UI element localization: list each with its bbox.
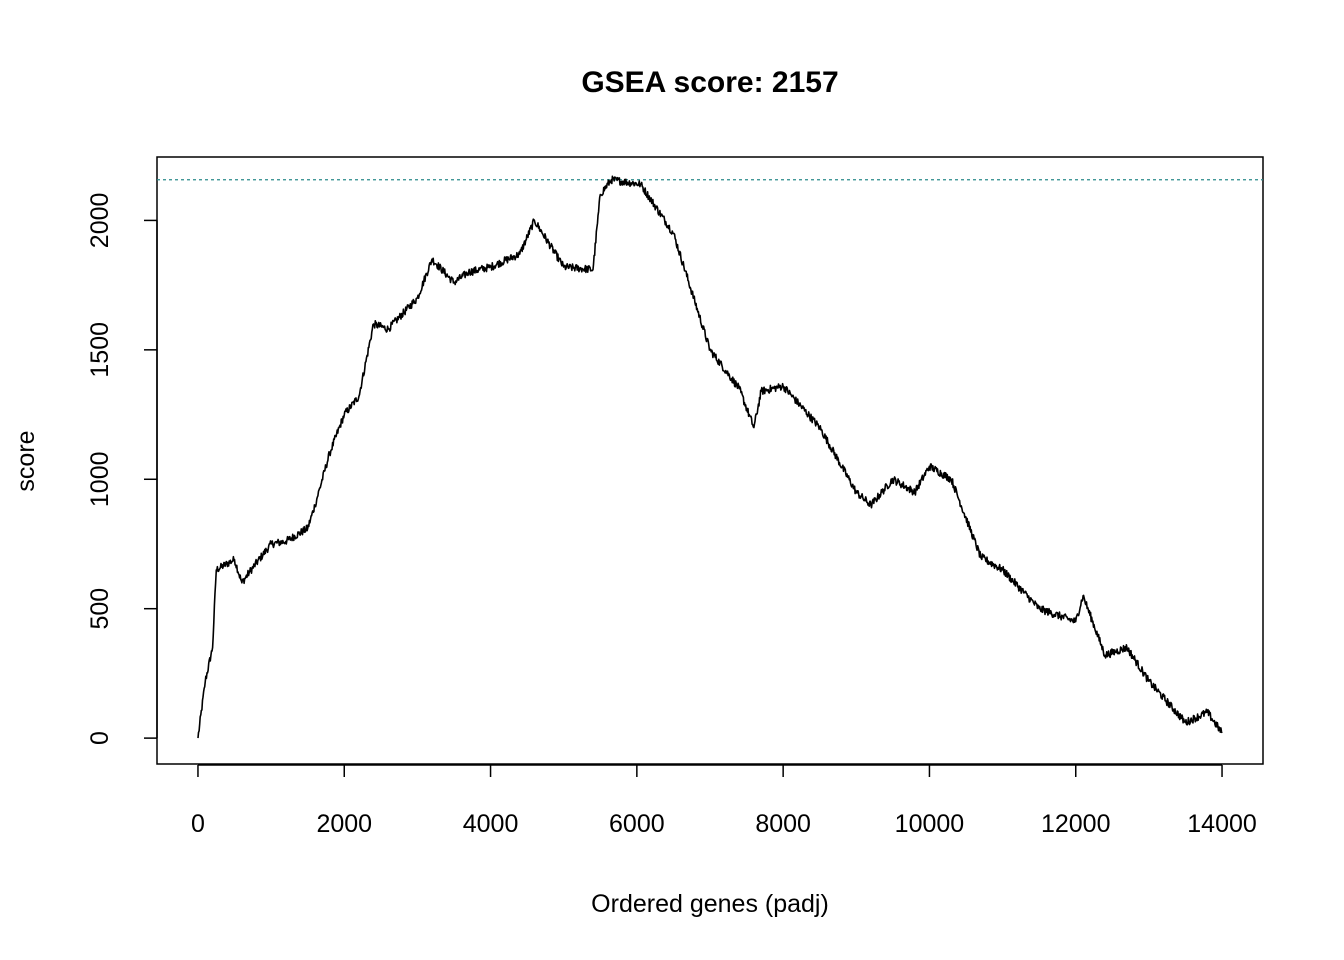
x-tick-label: 10000	[895, 810, 965, 838]
x-tick-label: 8000	[755, 810, 811, 838]
chart-title: GSEA score: 2157	[581, 66, 838, 99]
x-tick-label: 12000	[1041, 810, 1111, 838]
x-axis-label: Ordered genes (padj)	[591, 890, 829, 918]
y-axis-label: score	[12, 430, 40, 491]
x-tick-label: 6000	[609, 810, 665, 838]
plot-frame	[156, 156, 1264, 765]
x-axis: 0 2000 4000 6000 8000 10000 12000 14000	[191, 764, 1257, 838]
y-axis: 0 500 1000 1500 2000	[86, 193, 158, 745]
x-tick-label: 4000	[463, 810, 519, 838]
x-tick-label: 0	[191, 810, 205, 838]
y-tick-label: 2000	[86, 193, 114, 249]
score-line-series-0	[197, 175, 1223, 739]
y-tick-label: 1000	[86, 451, 114, 507]
y-tick-label: 500	[86, 588, 114, 630]
x-tick-label: 2000	[316, 810, 372, 838]
x-tick-label: 14000	[1187, 810, 1257, 838]
y-tick-label: 0	[86, 731, 114, 745]
y-tick-label: 1500	[86, 322, 114, 378]
